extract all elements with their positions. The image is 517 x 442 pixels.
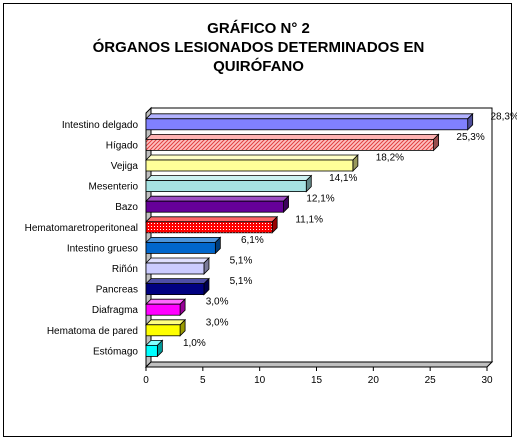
bar-top-face <box>145 298 187 305</box>
data-label: 14,1% <box>329 173 357 184</box>
bar-top-face <box>145 133 440 140</box>
bar-top-face <box>145 175 313 182</box>
bar <box>145 283 205 296</box>
bar-top-face <box>145 216 279 223</box>
category-label: Intestino grueso <box>67 243 139 254</box>
bar-top-face <box>145 113 474 120</box>
bar-top-face <box>145 319 187 326</box>
chart-title-line-2: ÓRGANOS LESIONADOS DETERMINADOS EN <box>92 39 425 56</box>
bar-top-face <box>145 278 210 285</box>
bar-top-face <box>145 257 210 264</box>
bar <box>145 262 205 275</box>
category-label: Intestino delgado <box>62 120 139 131</box>
data-label: 28,3% <box>490 111 517 122</box>
category-label: Hígado <box>106 140 139 151</box>
data-label: 3,0% <box>206 317 229 328</box>
category-label: Vejiga <box>111 161 139 172</box>
data-label: 1,0% <box>183 338 206 349</box>
x-tick-label: 10 <box>254 375 266 386</box>
data-label: 5,1% <box>230 276 253 287</box>
x-tick-label: 15 <box>311 375 323 386</box>
bar <box>145 221 273 234</box>
chart-title-line-3: QUIRÓFANO <box>213 58 304 75</box>
category-label: Riñón <box>112 264 138 275</box>
category-label: Bazo <box>115 202 138 213</box>
bar <box>145 180 307 193</box>
bar <box>145 138 434 151</box>
x-tick-label: 30 <box>481 375 493 386</box>
bar-top-face <box>145 154 359 161</box>
data-label: 5,1% <box>230 256 253 267</box>
data-label: 6,1% <box>241 235 264 246</box>
bar-top-face <box>145 236 222 243</box>
data-label: 3,0% <box>206 297 229 308</box>
x-tick-label: 5 <box>200 375 206 386</box>
bar <box>145 324 181 337</box>
category-label: Mesenterio <box>89 182 139 193</box>
category-label: Estómago <box>93 346 138 357</box>
bar <box>145 159 354 172</box>
data-label: 18,2% <box>376 153 404 164</box>
x-tick-label: 0 <box>143 375 149 386</box>
category-label: Hematomaretroperitoneal <box>25 223 138 234</box>
bar <box>145 118 469 131</box>
data-label: 25,3% <box>456 132 484 143</box>
bar <box>145 241 216 254</box>
x-axis: 0 5 10 15 20 25 30 <box>143 366 493 386</box>
x-tick-label: 20 <box>368 375 380 386</box>
x-tick-label: 25 <box>425 375 437 386</box>
bar <box>145 200 284 213</box>
data-label: 11,1% <box>295 214 323 225</box>
chart-title-line-1: GRÁFICO N° 2 <box>207 20 310 37</box>
category-label: Pancreas <box>96 285 138 296</box>
bar <box>145 344 158 357</box>
bar-top-face <box>145 195 290 202</box>
plot-floor <box>144 361 494 368</box>
bar <box>145 303 181 316</box>
bars-group: Intestino delgado 28,3% Hígado 25,3% Vejiga 1… <box>25 111 517 357</box>
data-label: 12,1% <box>306 194 334 205</box>
category-label: Hematoma de pared <box>47 326 138 337</box>
category-label: Diafragma <box>92 305 139 316</box>
